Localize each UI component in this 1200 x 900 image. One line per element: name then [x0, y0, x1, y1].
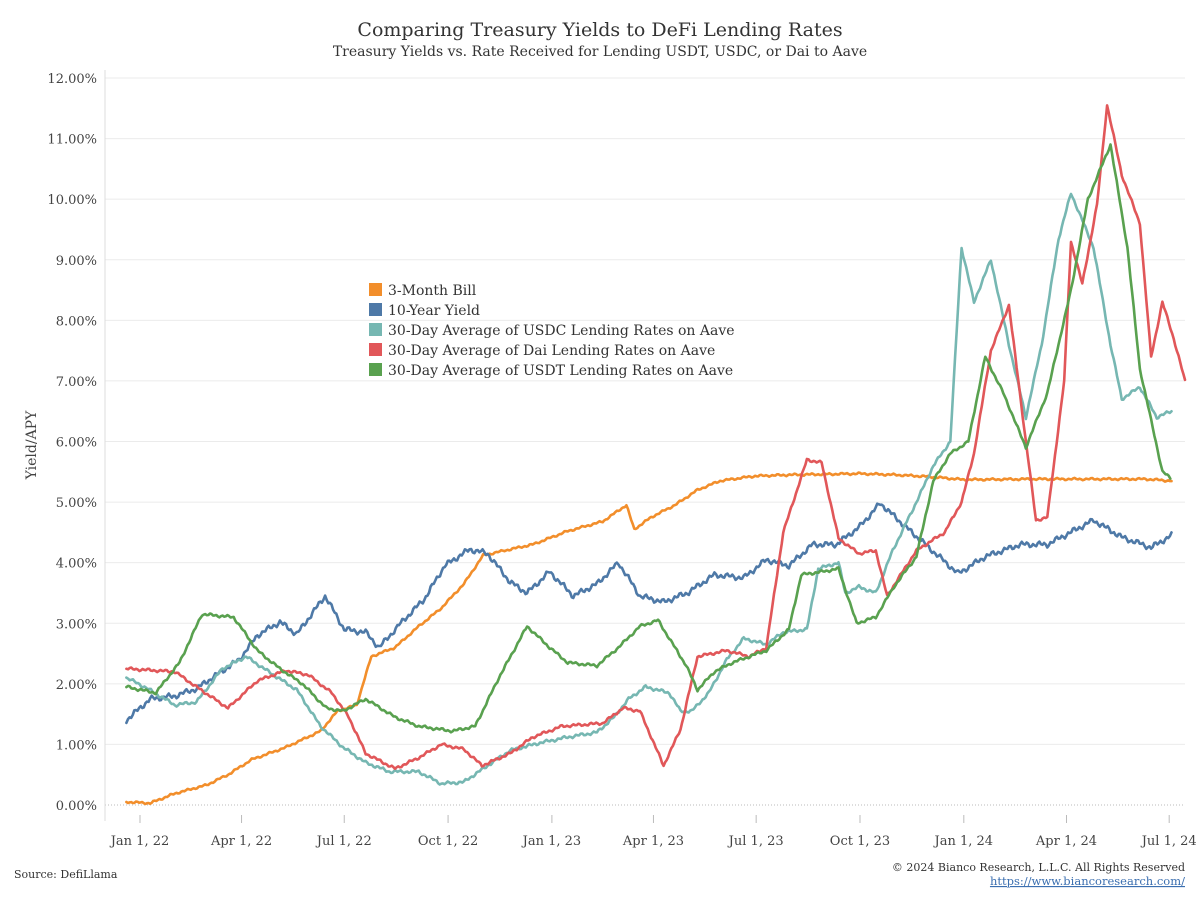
y-tick-label: 3.00% — [56, 617, 97, 632]
legend-swatch — [369, 343, 382, 356]
y-tick-label: 8.00% — [56, 314, 97, 329]
y-tick-label: 1.00% — [56, 738, 97, 753]
y-tick-label: 2.00% — [56, 678, 97, 693]
grid — [104, 70, 1185, 821]
y-axis-title: Yield/APY — [24, 410, 40, 480]
legend-label: 10-Year Yield — [388, 303, 480, 319]
x-tick-label: Apr 1, 24 — [1035, 834, 1097, 849]
series-line — [125, 143, 1172, 734]
legend-swatch — [369, 323, 382, 336]
x-tick-label: Apr 1, 23 — [622, 834, 684, 849]
source-note: Source: DefiLlama — [14, 868, 118, 881]
x-axis-ticks: Jan 1, 22 Apr 1, 22 Jul 1, 22 Oct 1, 22 Jan … — [109, 815, 1197, 849]
y-tick-label: 12.00% — [47, 72, 97, 87]
legend: 3-Month Bill 10-Year Yield 30-Day Average … — [369, 283, 735, 379]
y-tick-label: 10.00% — [47, 193, 97, 208]
legend-swatch — [369, 303, 382, 316]
chart-subtitle: Treasury Yields vs. Rate Received for Le… — [333, 44, 867, 60]
y-tick-label: 7.00% — [56, 375, 97, 390]
website-link[interactable]: https://www.biancoresearch.com/ — [990, 874, 1185, 888]
legend-label: 30-Day Average of USDC Lending Rates on … — [388, 323, 735, 339]
x-tick-label: Jan 1, 24 — [933, 834, 994, 849]
y-tick-label: 9.00% — [56, 254, 97, 269]
x-tick-label: Jul 1, 22 — [315, 834, 372, 849]
series-line — [125, 471, 1173, 806]
y-tick-label: 5.00% — [56, 496, 97, 511]
x-tick-label: Oct 1, 23 — [830, 834, 890, 849]
x-tick-label: Apr 1, 22 — [210, 834, 272, 849]
x-tick-label: Jan 1, 23 — [521, 834, 582, 849]
y-axis-ticks: 0.00% 1.00% 2.00% 3.00% 4.00% 5.00% 6.00% 7.00%… — [47, 72, 97, 814]
legend-label: 3-Month Bill — [388, 283, 477, 299]
legend-swatch — [369, 363, 382, 376]
copyright-note: © 2024 Bianco Research, L.L.C. All Right… — [892, 861, 1185, 874]
y-tick-label: 11.00% — [47, 133, 97, 148]
x-tick-label: Oct 1, 22 — [418, 834, 478, 849]
legend-label: 30-Day Average of Dai Lending Rates on A… — [388, 343, 715, 359]
x-tick-label: Jul 1, 23 — [727, 834, 784, 849]
series-lines — [125, 104, 1187, 806]
y-tick-label: 0.00% — [56, 799, 97, 814]
series-line — [125, 104, 1187, 771]
series-line — [125, 192, 1173, 786]
x-tick-label: Jul 1, 24 — [1140, 834, 1197, 849]
chart-title: Comparing Treasury Yields to DeFi Lendin… — [357, 19, 842, 41]
series-line — [125, 502, 1173, 725]
x-tick-label: Jan 1, 22 — [109, 834, 170, 849]
legend-swatch — [369, 283, 382, 296]
y-tick-label: 4.00% — [56, 557, 97, 572]
legend-label: 30-Day Average of USDT Lending Rates on … — [388, 363, 733, 379]
y-tick-label: 6.00% — [56, 436, 97, 451]
